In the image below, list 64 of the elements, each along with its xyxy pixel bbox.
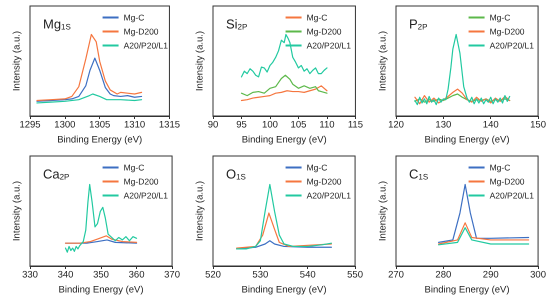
legend-label: A20/P20/L1 xyxy=(124,40,168,50)
y-axis-title: Intensity (a.u.) xyxy=(12,30,22,92)
x-axis-title: Binding Energy (eV) xyxy=(424,134,510,146)
x-tick-label: 1315 xyxy=(158,120,180,130)
x-tick-label: 1310 xyxy=(124,120,146,130)
legend-label: Mg-C xyxy=(306,12,328,22)
x-tick-label: 540 xyxy=(300,270,316,280)
x-tick-label: 270 xyxy=(388,270,404,280)
legend-label: A20/P20/L1 xyxy=(490,190,534,200)
y-axis-title: Intensity (a.u.) xyxy=(378,30,388,92)
x-axis-title: Binding Energy (eV) xyxy=(57,134,142,146)
x-tick-label: 130 xyxy=(435,120,452,130)
x-tick-label: 340 xyxy=(58,270,74,280)
x-tick-label: 115 xyxy=(348,120,364,130)
chart-title: C1S xyxy=(409,166,428,182)
x-tick-label: 330 xyxy=(22,270,38,280)
legend-label: Mg-C xyxy=(306,162,328,172)
x-tick-label: 110 xyxy=(319,120,335,130)
x-tick-label: 140 xyxy=(482,120,499,130)
legend-label: Mg-D200 xyxy=(490,176,525,186)
x-tick-label: 520 xyxy=(205,270,221,280)
x-tick-label: 95 xyxy=(236,120,247,130)
x-tick-label: 280 xyxy=(435,270,452,280)
x-axis-title: Binding Energy (eV) xyxy=(242,134,327,146)
legend-label: Mg-C xyxy=(124,12,144,22)
x-tick-label: 360 xyxy=(128,270,144,280)
x-tick-label: 300 xyxy=(530,270,546,280)
chart-title: Ca2P xyxy=(43,166,70,182)
legend-label: Mg-D200 xyxy=(306,26,342,36)
x-tick-label: 550 xyxy=(347,270,364,280)
x-tick-label: 530 xyxy=(252,270,268,280)
legend-label: A20/P20/L1 xyxy=(124,190,168,200)
x-tick-label: 370 xyxy=(164,270,180,280)
x-axis-title: Binding Energy (eV) xyxy=(424,284,510,296)
y-axis-title: Intensity (a.u.) xyxy=(12,180,22,242)
chart-title: Si2P xyxy=(226,16,248,32)
x-tick-label: 90 xyxy=(208,120,218,130)
x-tick-label: 1300 xyxy=(54,120,76,130)
x-tick-label: 120 xyxy=(388,120,404,130)
legend-label: Mg-D200 xyxy=(124,176,159,186)
y-axis-title: Intensity (a.u.) xyxy=(194,30,206,92)
legend-label: Mg-C xyxy=(490,12,510,22)
x-axis-title: Binding Energy (eV) xyxy=(242,284,327,296)
x-axis-title: Binding Energy (eV) xyxy=(58,284,144,296)
legend-label: A20/P20/L1 xyxy=(306,40,352,50)
x-tick-label: 150 xyxy=(530,120,546,130)
x-tick-label: 350 xyxy=(93,270,109,280)
x-tick-label: 105 xyxy=(290,120,306,130)
chart-title: P2P xyxy=(409,16,428,32)
x-tick-label: 100 xyxy=(262,120,278,130)
legend-label: Mg-C xyxy=(124,162,144,172)
legend-label: A20/P20/L1 xyxy=(490,40,534,50)
legend-label: Mg-D200 xyxy=(306,176,342,186)
legend-label: Mg-C xyxy=(490,162,510,172)
x-tick-label: 1305 xyxy=(89,120,110,130)
x-tick-label: 1295 xyxy=(19,120,41,130)
legend-label: Mg-D200 xyxy=(124,26,159,36)
chart-title: O1S xyxy=(226,166,246,182)
y-axis-title: Intensity (a.u.) xyxy=(378,180,388,242)
legend-label: Mg-D200 xyxy=(490,26,525,36)
y-axis-title: Intensity (a.u.) xyxy=(194,180,206,242)
x-tick-label: 290 xyxy=(482,270,499,280)
legend-label: A20/P20/L1 xyxy=(306,190,352,200)
chart-title: Mg1S xyxy=(43,16,71,32)
